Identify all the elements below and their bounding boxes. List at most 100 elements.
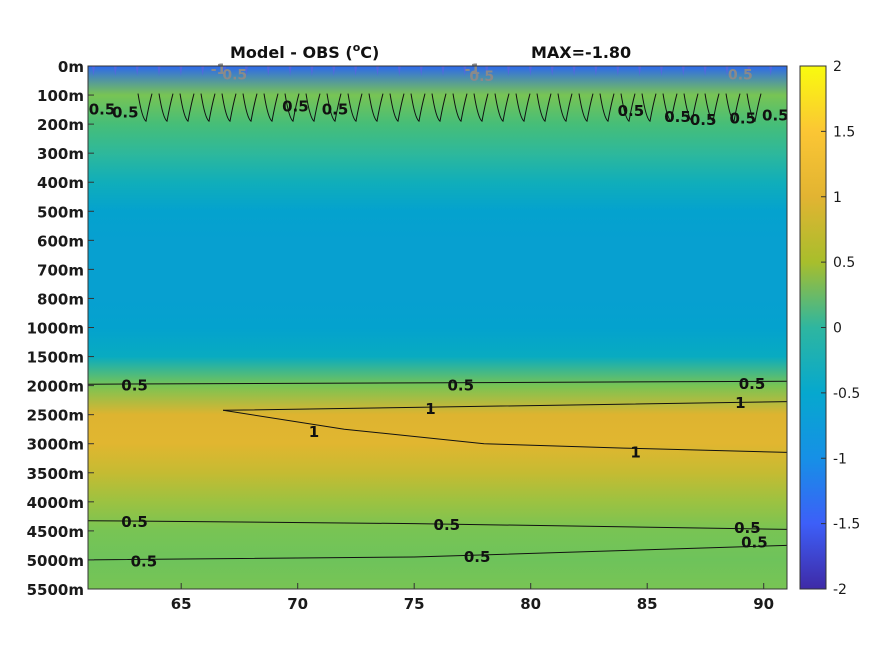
x-tick-label: 65 (171, 595, 192, 613)
colorbar-ticks: 2 1.5 1 0.5 0 -0.5 -1 -1.5 -2 (821, 59, 860, 598)
colorbar-tick-label: -0.5 (833, 386, 860, 402)
y-tick-label: 5500m (27, 581, 84, 599)
contour-label: 0.5 (282, 98, 309, 116)
contour-label: 0.5 (469, 69, 494, 85)
contour-line (263, 93, 279, 123)
y-tick-label: 4500m (27, 523, 84, 541)
colorbar-tick-label: -1 (833, 451, 847, 467)
contour-line (284, 93, 300, 123)
y-tick-label: 200m (37, 116, 84, 134)
surface-stripe (638, 66, 642, 76)
contour-line (641, 93, 657, 123)
contour-line (620, 93, 636, 123)
surface-stripe (201, 66, 205, 76)
contour-label: 0.5 (121, 513, 148, 531)
contour-line (158, 93, 174, 123)
colorbar-tick-label: -2 (833, 582, 847, 598)
surface-stripe (332, 66, 336, 76)
x-tick-label: 85 (637, 595, 658, 613)
x-tick-label: 70 (287, 595, 308, 613)
surface-stripe (397, 66, 401, 76)
contour-line (578, 93, 594, 123)
surface-stripe (572, 66, 576, 76)
contour-label: 0.5 (741, 534, 768, 552)
contour-line (326, 93, 342, 123)
contour-line (87, 520, 788, 530)
surface-stripe (354, 66, 358, 76)
contour-line (410, 93, 426, 123)
surface-stripe (463, 66, 467, 76)
contour-label: 0.5 (434, 516, 461, 534)
surface-stripe (725, 66, 729, 76)
y-tick-label: 2000m (27, 378, 84, 396)
chart-max-label: MAX=-1.80 (531, 43, 631, 62)
contour-line (494, 93, 510, 123)
surface-stripe (703, 66, 707, 76)
contour-label: 0.5 (448, 377, 475, 395)
y-tick-label: 4000m (27, 494, 84, 512)
contour-line (368, 93, 384, 123)
contour-line (683, 93, 699, 123)
surface-stripe (485, 66, 489, 76)
colorbar-tick-label: 0 (833, 321, 842, 337)
contour-label: 0.5 (729, 109, 756, 127)
colorbar-tick-label: -1.5 (833, 517, 860, 533)
surface-stripe (616, 66, 620, 76)
x-tick-label: 75 (404, 595, 425, 613)
surface-stripe (288, 66, 292, 76)
contour-line (223, 401, 788, 411)
surface-stripe (223, 66, 227, 76)
contour-line (515, 93, 531, 123)
surface-stripe (681, 66, 685, 76)
colorbar (799, 65, 827, 590)
contour-line (200, 93, 216, 123)
y-axis-ticks: 0m 100m 200m 300m 400m 500m 600m 700m 800m 1000m 1… (27, 58, 94, 599)
surface-stripe (157, 66, 161, 76)
surface-stripe (92, 66, 95, 76)
y-tick-label: 1000m (27, 320, 84, 338)
y-tick-label: 5000m (27, 552, 84, 570)
contour-label: 0.5 (131, 552, 158, 570)
surface-stripe (113, 66, 117, 76)
contour-lines (87, 93, 788, 561)
contour-line (137, 93, 153, 123)
y-tick-label: 800m (37, 290, 84, 308)
contour-line (725, 93, 741, 123)
surface-stripe (769, 66, 773, 76)
contour-label: 1 (735, 394, 745, 412)
surface-stripe (507, 66, 510, 76)
surface-stripes (92, 66, 773, 76)
contour-line (431, 93, 447, 123)
surface-stripe (747, 66, 751, 76)
contour-label: 0.5 (690, 111, 717, 129)
chart-title: Model - OBS (oC) (230, 41, 379, 62)
contour-label: 0.5 (734, 519, 761, 537)
contour-label: 1 (630, 443, 640, 461)
contour-label: 1 (425, 400, 435, 418)
contour-label: 0.5 (464, 548, 491, 566)
surface-stripe (310, 66, 314, 76)
contour-label: 0.5 (739, 375, 766, 393)
contour-line (223, 409, 788, 453)
contour-label: 0.5 (762, 106, 789, 124)
y-tick-label: 300m (37, 145, 84, 163)
contour-label: 0.5 (728, 68, 753, 84)
surface-stripe (528, 66, 532, 76)
contour-line (473, 93, 489, 123)
contour-line (704, 93, 720, 123)
contour-label: 1 (309, 423, 319, 441)
contour-label: 0.5 (89, 101, 116, 119)
surface-stripe (135, 66, 139, 76)
contour-line (662, 93, 678, 123)
y-tick-label: 400m (37, 174, 84, 192)
colorbar-tick-label: 1 (833, 190, 842, 206)
contour-label: 0.5 (112, 103, 139, 121)
y-tick-label: 600m (37, 232, 84, 250)
contour-label: 0.5 (121, 377, 148, 395)
contour-line (746, 93, 762, 123)
surface-stripe (419, 66, 423, 76)
y-tick-label: 2500m (27, 407, 84, 425)
x-tick-label: 80 (520, 595, 541, 613)
surface-stripe (441, 66, 445, 76)
